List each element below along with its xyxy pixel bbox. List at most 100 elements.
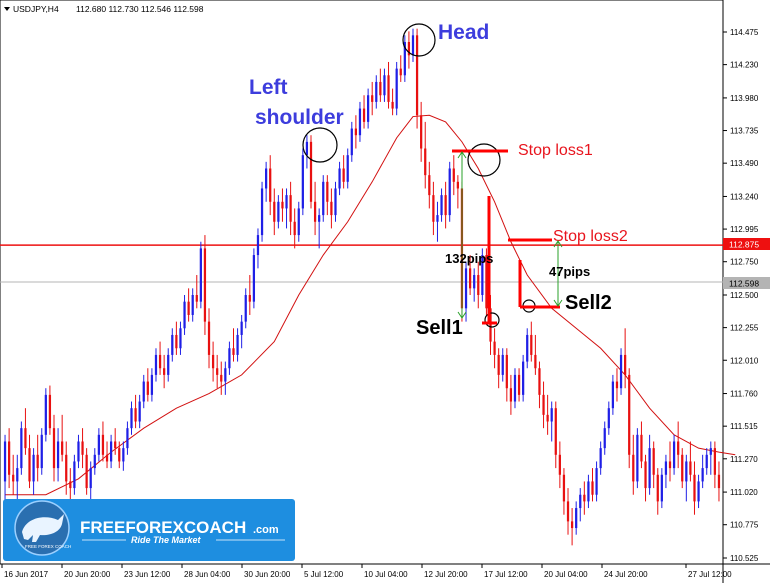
candle-bear bbox=[175, 334, 178, 349]
candle-bear bbox=[717, 474, 721, 489]
header-symbol: USDJPY,H4 bbox=[13, 4, 59, 14]
price-tag-gray-text: 112.598 bbox=[729, 279, 759, 289]
candle-bear bbox=[216, 368, 219, 375]
y-tick-label: 113.490 bbox=[730, 159, 759, 168]
candle-bull bbox=[3, 441, 7, 482]
candle-bear bbox=[489, 308, 492, 342]
y-tick-label: 110.775 bbox=[730, 521, 759, 530]
price-tag-gray-bg bbox=[723, 277, 770, 289]
candle-bull bbox=[366, 95, 370, 122]
x-tick-label: 23 Jun 12:00 bbox=[124, 570, 171, 579]
candle-bull bbox=[395, 68, 398, 109]
candle-bull bbox=[183, 301, 186, 329]
candle-bull bbox=[265, 168, 268, 189]
candle-bear bbox=[517, 374, 521, 395]
candle-bull bbox=[150, 374, 154, 395]
candle-bull bbox=[587, 481, 590, 502]
candle-bull bbox=[285, 195, 288, 209]
candle-bull bbox=[411, 35, 415, 56]
candle-bear bbox=[211, 354, 215, 369]
candle-bear bbox=[485, 255, 488, 309]
candle-bull bbox=[224, 368, 227, 382]
candle-bear bbox=[354, 128, 358, 136]
candle-bear bbox=[330, 201, 333, 216]
candle-bear bbox=[48, 394, 52, 429]
candle-bear bbox=[289, 195, 292, 222]
candle-bear bbox=[407, 41, 411, 56]
y-tick-label: 111.270 bbox=[730, 455, 758, 464]
candle-bull bbox=[358, 108, 362, 136]
price-tag-red: 112.875 bbox=[723, 238, 770, 250]
candle-bull bbox=[660, 474, 663, 502]
candle-bear bbox=[105, 454, 109, 462]
candle-bear bbox=[61, 441, 64, 455]
candle-bull bbox=[346, 155, 349, 182]
candle-bear bbox=[477, 275, 480, 295]
candle-bear bbox=[24, 428, 27, 449]
candle-bear bbox=[420, 115, 423, 149]
horizontal-lines bbox=[0, 244, 723, 283]
candle-bull bbox=[579, 494, 582, 509]
candle-bear bbox=[656, 474, 659, 502]
candle-bear bbox=[628, 374, 631, 455]
candle-bull bbox=[322, 181, 325, 216]
x-tick-label: 12 Jul 20:00 bbox=[424, 570, 468, 579]
y-tick-label: 111.760 bbox=[730, 390, 758, 399]
y-tick-label: 112.750 bbox=[730, 258, 759, 267]
candle-bull bbox=[473, 275, 476, 289]
candle-bull bbox=[350, 128, 353, 156]
y-tick-label: 114.230 bbox=[730, 61, 759, 70]
sell1-circle bbox=[484, 312, 500, 328]
candle-bear bbox=[583, 494, 586, 502]
candle-bear bbox=[391, 101, 394, 109]
candle-bear bbox=[542, 394, 545, 415]
candle-bull bbox=[338, 168, 341, 189]
candle-bull bbox=[403, 41, 406, 76]
candle-bear bbox=[269, 168, 272, 202]
candle-bear bbox=[69, 481, 72, 489]
candle-bear bbox=[444, 195, 447, 216]
candle-bear bbox=[309, 141, 313, 202]
candle-bear bbox=[644, 461, 647, 489]
candle-bear bbox=[313, 201, 317, 222]
pips1-arrowhead-bottom bbox=[457, 311, 467, 319]
candle-bull bbox=[705, 454, 708, 469]
candle-bear bbox=[12, 474, 15, 482]
candle-bear bbox=[207, 321, 211, 355]
candle-bear bbox=[220, 374, 223, 382]
y-tick-label: 113.240 bbox=[730, 192, 759, 201]
time-axis-ticks: 16 Jun 2017 20 Jun 20:00 23 Jun 12:00 28 Ju… bbox=[1, 564, 732, 579]
candle-bear bbox=[187, 301, 190, 315]
candle-bear bbox=[668, 461, 672, 469]
candle-bear bbox=[554, 408, 557, 455]
candle-bear bbox=[566, 501, 570, 522]
candle-bear bbox=[81, 441, 84, 455]
candle-bull bbox=[73, 461, 76, 489]
candle-bull bbox=[550, 408, 553, 422]
candle-bull bbox=[179, 328, 182, 349]
candle-bear bbox=[546, 414, 549, 422]
candle-bear bbox=[281, 201, 284, 209]
right-shoulder-circle bbox=[467, 143, 501, 177]
candle-bull bbox=[260, 188, 264, 236]
logo-small-text: FREE FOREX COACH bbox=[25, 544, 71, 549]
candle-bear bbox=[134, 408, 137, 422]
candle-bull bbox=[440, 195, 443, 216]
candle-bear bbox=[681, 454, 684, 482]
candle-bull bbox=[191, 295, 194, 315]
y-tick-label: 114.475 bbox=[730, 28, 759, 37]
candle-bull bbox=[672, 441, 676, 469]
y-tick-label: 112.255 bbox=[730, 324, 759, 333]
candle-bull bbox=[685, 461, 688, 482]
candle-bull bbox=[256, 235, 260, 256]
candle-bear bbox=[713, 448, 717, 475]
candle-bear bbox=[452, 168, 455, 182]
bull-icon bbox=[22, 514, 64, 542]
candle-bull bbox=[305, 141, 309, 156]
candle-bull bbox=[199, 248, 202, 302]
y-tick-label: 113.980 bbox=[730, 94, 759, 103]
candle-bear bbox=[640, 434, 643, 462]
candle-bull bbox=[701, 468, 704, 482]
candle-bull bbox=[436, 215, 439, 222]
x-tick-label: 16 Jun 2017 bbox=[4, 570, 49, 579]
